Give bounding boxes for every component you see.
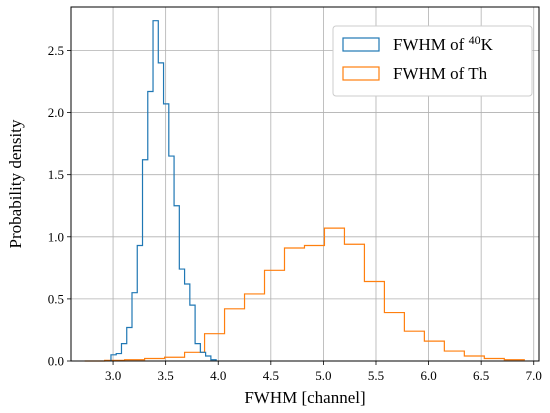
y-tick-label: 0.5 [48, 291, 64, 306]
histogram-step-line [110, 20, 217, 361]
x-tick-label: 4.5 [263, 368, 279, 383]
histogram-bin [265, 270, 285, 361]
plot-frame [70, 6, 540, 362]
histogram-bin [245, 294, 265, 361]
series-0 [110, 20, 217, 361]
histogram-bin [205, 334, 225, 361]
histogram-bin [185, 284, 190, 361]
x-tick-label: 6.0 [420, 368, 436, 383]
legend-label-k40-prefix: FWHM of [393, 35, 469, 54]
x-tick-label: 7.0 [526, 368, 542, 383]
histogram-bin [304, 245, 324, 361]
histogram-bin [364, 282, 384, 361]
legend-swatch-k40 [342, 37, 380, 52]
histogram-bin [324, 228, 344, 361]
histogram-bin [206, 356, 211, 361]
histogram-bin [174, 206, 179, 361]
x-tick-label: 3.0 [105, 368, 121, 383]
histogram-series [84, 20, 525, 362]
histogram-step-line [84, 227, 525, 362]
histogram-bin [200, 352, 205, 361]
legend-swatch-th [342, 66, 380, 81]
histogram-bin [137, 245, 142, 361]
histogram-bin [132, 293, 137, 361]
y-axis-ticks: 0.0 0.5 1.0 1.5 2.0 2.5 [48, 43, 71, 369]
x-axis-label: FWHM [channel] [244, 388, 365, 407]
y-tick-label: 2.0 [48, 105, 64, 120]
legend: FWHM of 40K FWHM of Th [332, 25, 533, 97]
y-tick-label: 1.5 [48, 167, 64, 182]
histogram-bin [404, 331, 424, 361]
histogram-bin [185, 352, 205, 361]
x-tick-label: 6.5 [473, 368, 489, 383]
x-tick-label: 3.5 [158, 368, 174, 383]
histogram-bin [143, 160, 148, 361]
x-axis-ticks: 3.0 3.5 4.0 4.5 5.0 5.5 6.0 6.5 7.0 [105, 361, 542, 383]
legend-label-th: FWHM of Th [393, 64, 488, 83]
legend-label-k40-superscript: 40 [469, 33, 481, 47]
y-tick-label: 1.0 [48, 229, 64, 244]
histogram-bin [344, 244, 364, 361]
y-tick-label: 2.5 [48, 43, 64, 58]
legend-label-k40: FWHM of 40K [393, 33, 494, 54]
legend-box [332, 25, 533, 97]
histogram-bin [424, 341, 444, 361]
y-axis-label: Probability density [6, 119, 25, 248]
histogram-bin [121, 344, 126, 361]
histogram-bin [444, 351, 464, 361]
histogram-bin [284, 248, 304, 361]
histogram-bin [169, 156, 174, 361]
histogram-bin [179, 269, 184, 361]
legend-label-k40-suffix: K [481, 35, 494, 54]
x-tick-label: 4.0 [210, 368, 226, 383]
histogram-bin [158, 63, 163, 361]
histogram-bin [127, 327, 132, 361]
histogram-bin [148, 91, 153, 361]
x-tick-label: 5.5 [368, 368, 384, 383]
x-tick-label: 5.0 [315, 368, 331, 383]
histogram-bin [384, 313, 404, 361]
histogram-bin [164, 104, 169, 361]
series-1 [84, 227, 525, 362]
histogram-bin [225, 309, 245, 361]
y-tick-label: 0.0 [48, 354, 64, 369]
histogram-bin [153, 21, 158, 361]
